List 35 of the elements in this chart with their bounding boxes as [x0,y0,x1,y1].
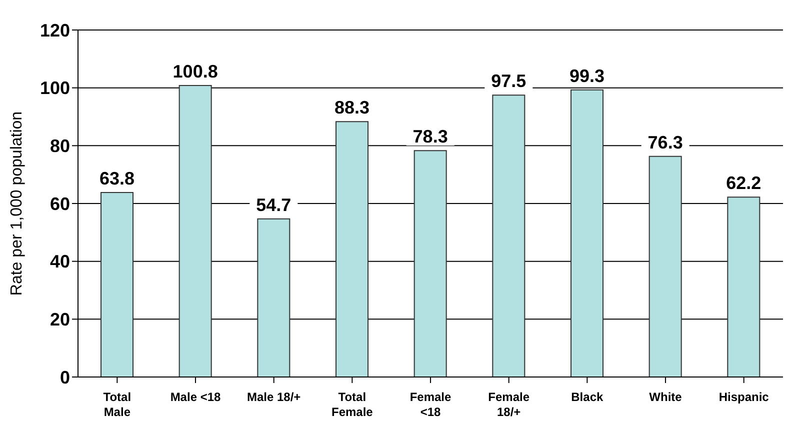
x-tick-label: White [649,390,682,404]
data-label: 54.7 [256,194,292,215]
y-tick-label: 100 [40,78,70,98]
x-tick-label: Female <18 [410,390,452,419]
bar [570,89,604,377]
bar [178,85,212,377]
bar [100,192,134,377]
bar [727,196,760,377]
x-tick-label: Female 18/+ [488,390,530,419]
y-tick-label: 120 [40,20,70,40]
data-label: 63.8 [99,168,135,189]
x-tick-label: Black [571,390,604,404]
bar [648,156,682,377]
data-label: 76.3 [648,132,683,152]
data-label: 99.3 [569,66,605,86]
x-tick-label: Total Male [103,390,132,419]
bar [492,94,526,377]
data-label: 62.2 [726,173,762,194]
x-tick-label: Total Female [331,390,374,419]
y-tick-label: 20 [50,310,70,330]
x-tick-label: Male 18/+ [246,390,301,404]
x-tick-label: Male <18 [170,390,222,404]
y-tick-label: 0 [60,367,70,388]
y-axis-title: Rate per 1,000 population [8,111,26,296]
data-label: 78.3 [412,126,448,147]
data-label: 88.3 [334,98,370,118]
y-tick-label: 60 [50,194,70,214]
data-label: 100.8 [172,62,218,82]
y-tick-label: 80 [50,136,70,156]
x-tick-label: Hispanic [718,390,770,404]
y-tick-label: 40 [50,252,70,272]
bar [257,218,290,377]
data-label: 97.5 [491,71,526,92]
bar [414,150,447,377]
bar [336,121,368,377]
